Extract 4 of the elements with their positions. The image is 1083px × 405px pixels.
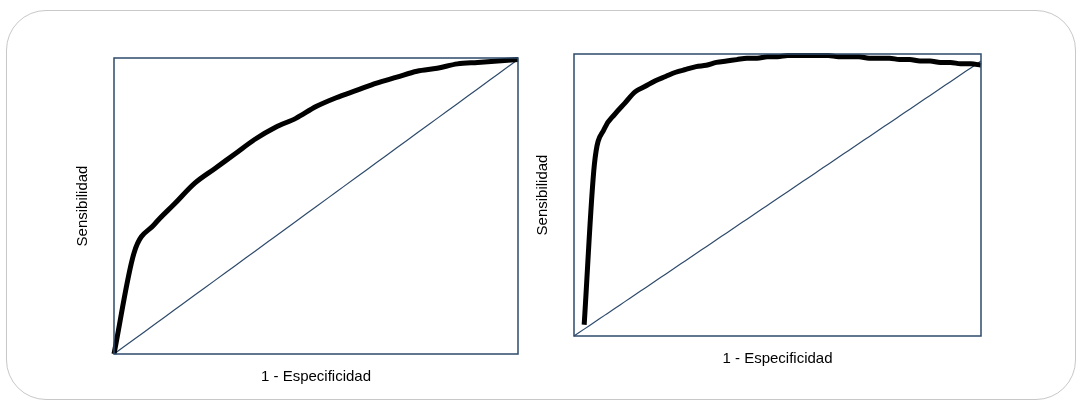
x-axis-title: 1 - Especificidad: [722, 349, 833, 367]
y-axis-title: Sensibilidad: [73, 165, 91, 247]
y-axis-title: Sensibilidad: [533, 154, 551, 236]
x-axis-title: 1 - Especificidad: [260, 367, 372, 385]
